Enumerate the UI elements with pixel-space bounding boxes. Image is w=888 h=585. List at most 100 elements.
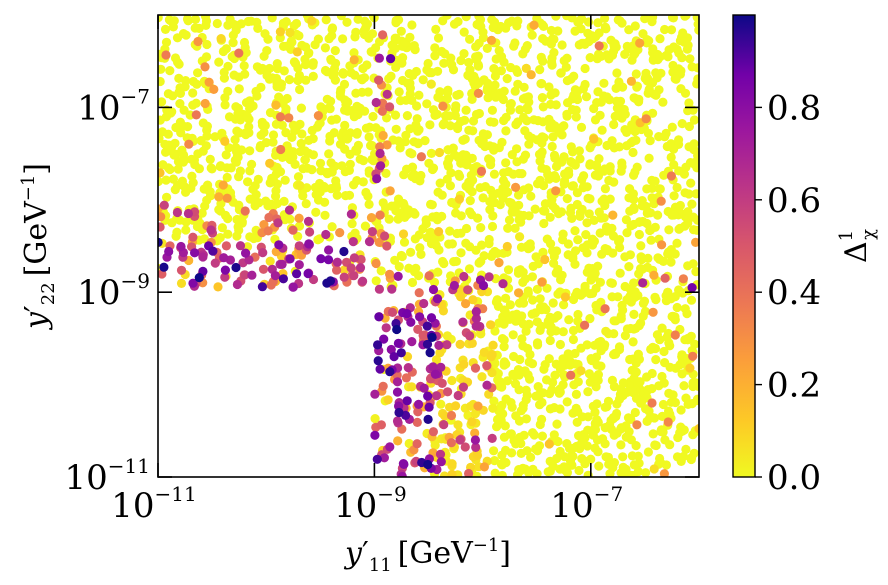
scatter-point [472, 55, 482, 65]
scatter-point [443, 387, 453, 397]
scatter-point [454, 194, 464, 204]
scatter-point [614, 342, 625, 352]
scatter-point [509, 41, 519, 51]
scatter-point [412, 439, 422, 449]
colorbar-label-group: Δ1χ [836, 229, 879, 263]
scatter-point [370, 414, 380, 424]
scatter-point [660, 273, 670, 283]
scatter-point [552, 419, 562, 429]
scatter-point [392, 324, 402, 335]
scatter-point [582, 340, 592, 350]
scatter-point [402, 309, 412, 319]
scatter-point [562, 439, 572, 449]
scatter-point [376, 420, 386, 430]
scatter-point [346, 263, 356, 273]
scatter-point [471, 245, 481, 255]
scatter-point [158, 127, 167, 137]
scatter-point [581, 230, 591, 240]
scatter-point [235, 166, 245, 176]
scatter-point [634, 321, 644, 331]
scatter-point [364, 33, 374, 43]
scatter-point [413, 324, 423, 334]
scatter-point [568, 294, 579, 305]
scatter-point [564, 169, 574, 179]
scatter-point [380, 231, 390, 241]
scatter-point [683, 207, 693, 217]
scatter-point [663, 328, 674, 339]
scatter-point [528, 428, 538, 438]
scatter-point [443, 145, 453, 155]
scatter-point [520, 44, 531, 54]
scatter-point [281, 17, 291, 27]
scatter-point [371, 276, 381, 286]
scatter-point [352, 129, 362, 139]
scatter-point [678, 28, 688, 38]
scatter-point [580, 63, 590, 74]
scatter-point [439, 58, 449, 68]
scatter-point [324, 149, 334, 159]
scatter-point [428, 427, 438, 437]
scatter-point [219, 67, 229, 77]
scatter-point [158, 76, 165, 87]
scatter-point [453, 123, 463, 134]
x-tick-label: 10−7 [550, 482, 623, 526]
scatter-point [272, 59, 282, 69]
scatter-point [471, 321, 481, 331]
scatter-point [644, 85, 654, 96]
scatter-point [584, 209, 594, 219]
scatter-point [654, 381, 664, 391]
scatter-point [364, 237, 375, 247]
x-tick-label: 10−9 [334, 482, 407, 526]
scatter-point [502, 74, 512, 84]
scatter-point [440, 411, 450, 421]
scatter-point [232, 126, 242, 136]
scatter-point [373, 356, 383, 366]
scatter-point [482, 361, 492, 371]
scatter-point [582, 218, 592, 228]
scatter-point [158, 115, 165, 125]
scatter-point [234, 48, 244, 58]
scatter-point [513, 117, 523, 127]
scatter-point [473, 213, 483, 223]
scatter-point [398, 229, 409, 239]
scatter-point [505, 429, 515, 439]
scatter-point [648, 429, 658, 439]
scatter-point [431, 24, 441, 34]
scatter-point [538, 102, 548, 112]
plot-frame [157, 14, 700, 478]
scatter-point [292, 47, 302, 57]
scatter-point [691, 189, 699, 199]
scatter-point [170, 138, 180, 148]
scatter-point [537, 138, 547, 148]
scatter-point [560, 292, 571, 302]
scatter-point [537, 414, 547, 424]
scatter-point [424, 158, 434, 168]
scatter-point [557, 40, 567, 50]
scatter-point [678, 274, 689, 284]
scatter-point [482, 380, 492, 390]
scatter-point [559, 300, 569, 310]
scatter-point [683, 261, 693, 271]
scatter-point [677, 119, 687, 129]
scatter-point [194, 164, 204, 174]
scatter-point [658, 399, 669, 410]
scatter-point [285, 254, 295, 264]
scatter-point [459, 27, 469, 37]
scatter-point [431, 355, 442, 365]
scatter-point [464, 57, 474, 68]
scatter-point [242, 111, 252, 122]
scatter-point [681, 393, 691, 403]
scatter-point [414, 90, 424, 100]
scatter-point [510, 182, 521, 192]
scatter-point [646, 235, 656, 245]
scatter-point [162, 192, 172, 202]
scatter-point [600, 304, 610, 314]
scatter-point [685, 363, 695, 373]
scatter-point [521, 63, 531, 73]
scatter-point [663, 287, 673, 297]
scatter-point [176, 265, 187, 275]
scatter-point [456, 55, 466, 66]
scatter-point [664, 388, 674, 398]
scatter-point [327, 222, 337, 232]
scatter-point [498, 279, 508, 289]
